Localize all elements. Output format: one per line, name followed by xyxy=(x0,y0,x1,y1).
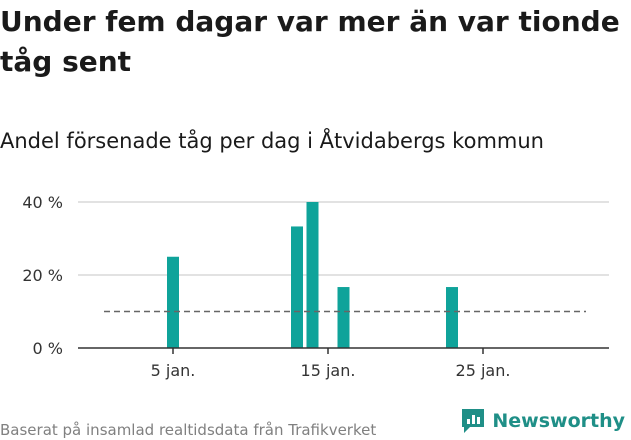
y-tick-label: 40 % xyxy=(22,193,63,212)
bar xyxy=(291,226,303,348)
brand-name: Newsworthy xyxy=(492,410,625,432)
newsworthy-logo: Newsworthy xyxy=(460,407,625,435)
bar xyxy=(306,202,319,348)
x-tick-label: 25 jan. xyxy=(456,361,511,380)
y-tick-label: 0 % xyxy=(33,339,63,358)
x-tick-label: 15 jan. xyxy=(301,361,356,380)
x-tick-label: 5 jan. xyxy=(151,361,196,380)
bar xyxy=(167,256,179,348)
y-tick-label: 20 % xyxy=(22,266,63,285)
chart-subtitle: Andel försenade tåg per dag i Åtvidaberg… xyxy=(0,129,544,153)
bar xyxy=(446,287,458,348)
source-note: Baserat på insamlad realtidsdata från Tr… xyxy=(0,421,377,439)
bar xyxy=(337,287,350,348)
chart-title: Under fem dagar var mer än var tionde tå… xyxy=(0,5,620,78)
newsworthy-logo-icon xyxy=(462,409,485,433)
